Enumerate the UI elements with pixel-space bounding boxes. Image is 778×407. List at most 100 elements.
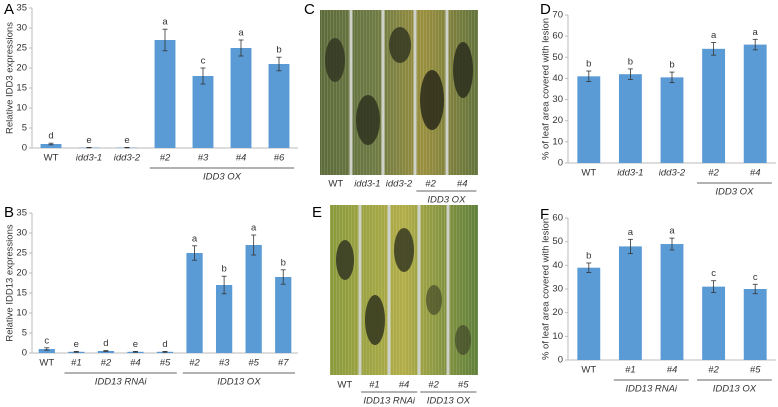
bar	[40, 144, 62, 148]
error-bar	[586, 262, 592, 273]
photo-label: #1	[369, 380, 380, 391]
significance-letter: b	[221, 264, 226, 275]
y-tick-label: 35	[16, 3, 27, 14]
photo-label: #4	[457, 179, 468, 190]
y-tick-label: 60	[552, 213, 563, 224]
x-tick-label: #3	[198, 153, 209, 164]
error-bar	[162, 28, 168, 52]
photo-e	[330, 205, 478, 375]
bar	[660, 244, 684, 360]
bar	[230, 48, 252, 148]
y-axis-label: % of leaf area covered with lesion	[541, 218, 552, 360]
bar	[97, 351, 115, 353]
significance-letter: d	[162, 339, 167, 350]
y-tick-label: 10	[16, 308, 27, 319]
x-tick-label: WT	[39, 358, 54, 369]
y-tick-label: 40	[552, 73, 563, 84]
x-tick-label: #6	[274, 153, 285, 164]
significance-letter: c	[711, 268, 716, 279]
y-tick-label: 20	[552, 307, 563, 318]
y-tick-label: 30	[552, 94, 563, 105]
bar	[618, 246, 642, 360]
group-label: IDD3 OX	[203, 172, 242, 183]
error-bar	[221, 275, 227, 295]
significance-letter: a	[192, 233, 198, 244]
x-tick-label: WT	[44, 153, 59, 164]
group-label: IDD13 RNAi	[363, 396, 416, 407]
bar	[268, 64, 290, 148]
y-tick-label: 5	[22, 123, 27, 134]
y-tick-label: 30	[16, 228, 27, 239]
x-tick-label: #5	[160, 358, 171, 369]
y-tick-label: 0	[558, 355, 563, 366]
bar	[577, 76, 601, 163]
significance-letter: a	[251, 223, 257, 234]
x-tick-label: #3	[219, 358, 230, 369]
x-tick-label: #2	[189, 358, 200, 369]
photo-label: idd3-2	[386, 179, 413, 190]
significance-letter: d	[103, 338, 108, 349]
bar	[186, 253, 203, 353]
bar	[618, 74, 642, 163]
y-tick-label: 15	[16, 83, 27, 94]
error-bar	[103, 350, 109, 352]
y-axis-label: Relative IDD3 expressions	[5, 22, 16, 134]
x-tick-label: #2	[708, 168, 719, 179]
error-bar	[752, 38, 758, 51]
bar	[702, 48, 726, 164]
photo-label: #2	[425, 179, 436, 190]
x-tick-label: #1	[71, 358, 82, 369]
error-bar	[132, 350, 138, 353]
bar	[215, 285, 233, 353]
y-tick-label: 20	[552, 115, 563, 126]
error-bar	[669, 71, 675, 84]
x-tick-label: #4	[750, 168, 761, 179]
x-tick-label: idd3-1	[617, 168, 643, 179]
significance-letter: a	[753, 27, 759, 38]
y-tick-label: 30	[16, 23, 27, 34]
group-label: IDD13 OX	[427, 396, 471, 407]
significance-letter: b	[281, 257, 286, 268]
bar	[743, 44, 767, 163]
y-tick-label: 25	[16, 248, 27, 259]
panel-label: C	[304, 1, 315, 18]
x-tick-label: #1	[625, 365, 636, 376]
error-bar	[48, 142, 54, 146]
panel-label: E	[312, 204, 322, 221]
y-tick-label: 35	[16, 208, 27, 219]
bar	[275, 277, 292, 353]
x-tick-label: idd3-1	[76, 153, 102, 164]
error-bar	[238, 39, 244, 57]
y-tick-label: 0	[558, 158, 563, 169]
significance-letter: b	[276, 45, 281, 56]
photo-label: WT	[328, 179, 343, 190]
significance-letter: b	[669, 60, 674, 71]
error-bar	[669, 237, 675, 251]
x-tick-label: #4	[236, 153, 247, 164]
group-label: IDD13 OX	[217, 377, 261, 388]
x-tick-label: idd3-2	[114, 153, 141, 164]
group-label: IDD13 RNAi	[625, 384, 678, 395]
significance-letter: d	[48, 131, 53, 142]
y-tick-label: 60	[552, 31, 563, 42]
bar	[154, 40, 176, 148]
bar	[577, 267, 601, 360]
group-label: IDD3 OX	[715, 187, 754, 198]
y-axis-label: % of leaf area covered with lesion	[541, 18, 552, 160]
x-tick-label: #2	[160, 153, 171, 164]
x-tick-label: WT	[581, 365, 596, 376]
x-tick-label: #4	[130, 358, 141, 369]
significance-letter: e	[74, 339, 79, 350]
bar	[38, 349, 55, 353]
photo-label: idd3-1	[354, 179, 380, 190]
panel-label: A	[4, 1, 14, 18]
bar	[192, 76, 214, 148]
significance-letter: b	[586, 250, 591, 261]
x-tick-label: #7	[278, 358, 289, 369]
y-tick-label: 5	[22, 328, 27, 339]
photo-label: #5	[458, 380, 469, 391]
group-label: IDD13 RNAi	[95, 377, 148, 388]
significance-letter: a	[162, 17, 168, 28]
error-bar	[586, 70, 592, 82]
